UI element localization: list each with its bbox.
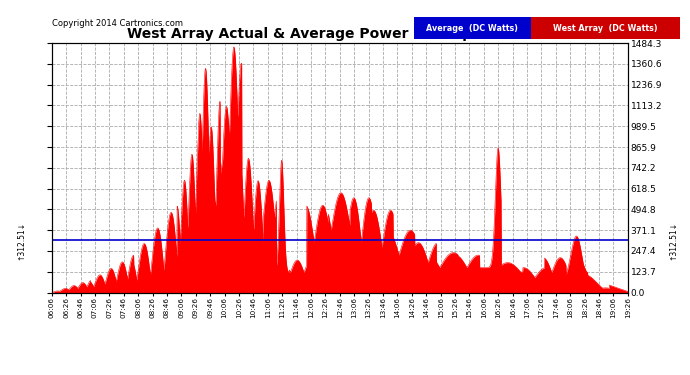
Text: West Array  (DC Watts): West Array (DC Watts) xyxy=(553,24,658,33)
Title: West Array Actual & Average Power Mon Apr 21 19:41: West Array Actual & Average Power Mon Ap… xyxy=(127,27,553,40)
Text: Copyright 2014 Cartronics.com: Copyright 2014 Cartronics.com xyxy=(52,18,183,27)
FancyBboxPatch shape xyxy=(531,17,680,39)
Text: ↑312.51↓: ↑312.51↓ xyxy=(16,220,26,260)
Text: ↑312.51↓: ↑312.51↓ xyxy=(668,220,678,260)
FancyBboxPatch shape xyxy=(414,17,531,39)
Text: Average  (DC Watts): Average (DC Watts) xyxy=(426,24,518,33)
